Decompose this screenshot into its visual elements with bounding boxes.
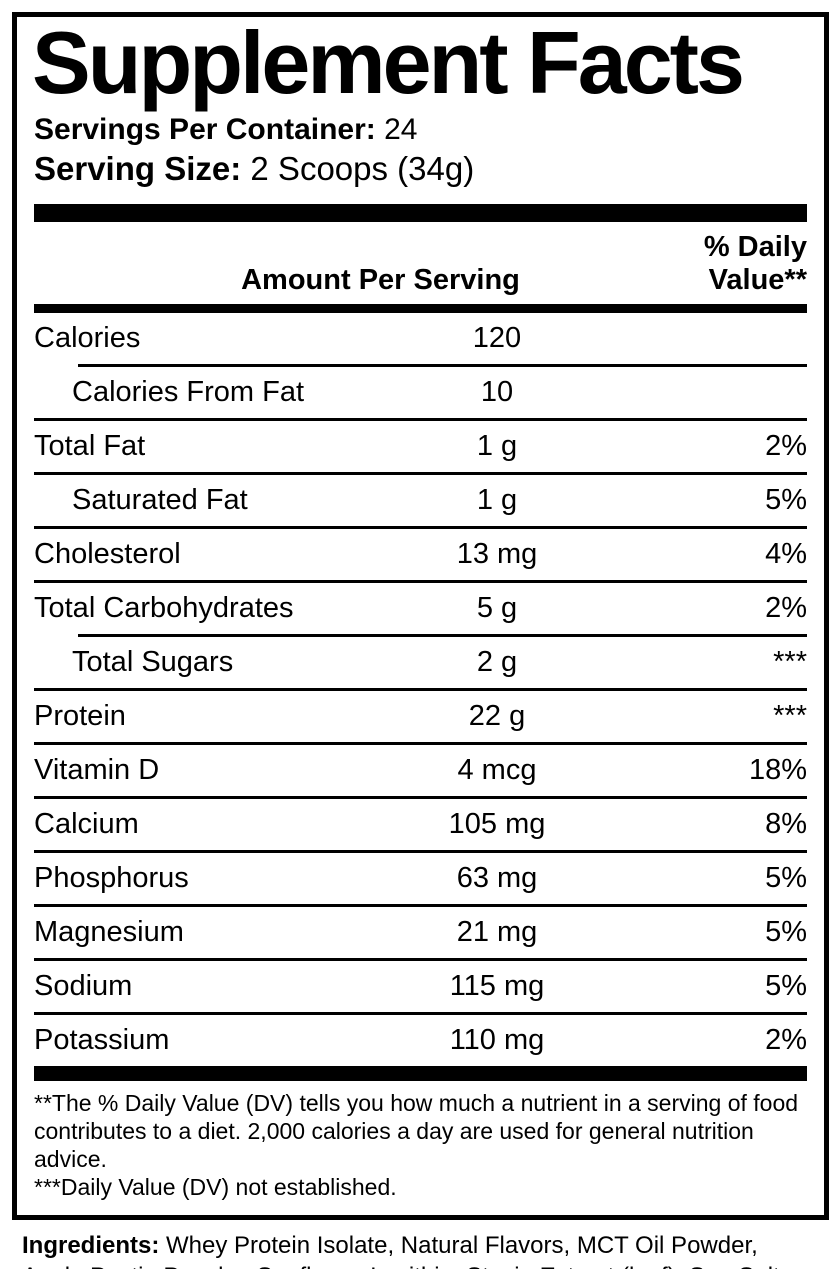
- row-divider: [34, 525, 807, 529]
- nutrient-dv: ***: [773, 699, 807, 732]
- nutrient-amount: 13 mg: [456, 537, 538, 570]
- amount-per-serving-header: Amount Per Serving: [241, 263, 520, 296]
- nutrient-dv: 8%: [765, 807, 807, 840]
- serving-size-value: 2 Scoops (34g): [250, 150, 475, 188]
- nutrient-amount: 63 mg: [456, 861, 538, 894]
- row-divider: [34, 849, 807, 853]
- nutrient-row-calories-from-fat: Calories From Fat 10: [34, 367, 807, 418]
- nutrient-amount: 110 mg: [449, 1023, 545, 1056]
- nutrient-dv: 2%: [765, 591, 807, 624]
- row-divider: [34, 1011, 807, 1015]
- nutrient-row-calories: Calories 120: [34, 313, 807, 364]
- row-divider: [34, 903, 807, 907]
- nutrient-row-vitamin-d: Vitamin D 4 mcg 18%: [34, 745, 807, 796]
- nutrient-dv: 5%: [765, 483, 807, 516]
- row-divider: [78, 633, 807, 637]
- header-divider: [34, 303, 807, 313]
- nutrient-name: Calories From Fat: [72, 375, 305, 408]
- nutrient-amount: 115 mg: [449, 969, 545, 1002]
- row-divider: [34, 417, 807, 421]
- nutrient-name: Calories: [34, 321, 141, 354]
- nutrient-dv: 5%: [765, 915, 807, 948]
- nutrient-name: Total Sugars: [72, 645, 234, 678]
- nutrient-name: Phosphorus: [34, 861, 189, 894]
- nutrient-amount: 120: [472, 321, 522, 354]
- row-divider: [34, 795, 807, 799]
- nutrient-row-calcium: Calcium 105 mg 8%: [34, 799, 807, 850]
- ingredients-label: Ingredients:: [22, 1231, 160, 1259]
- table-header: Amount Per Serving % Daily Value**: [34, 222, 807, 304]
- nutrient-row-total-sugars: Total Sugars 2 g ***: [34, 637, 807, 688]
- serving-size: Serving Size: 2 Scoops (34g): [34, 149, 807, 189]
- row-divider: [34, 471, 807, 475]
- nutrient-row-saturated-fat: Saturated Fat 1 g 5%: [34, 475, 807, 526]
- footnotes: **The % Daily Value (DV) tells you how m…: [34, 1081, 807, 1207]
- nutrient-amount: 4 mcg: [457, 753, 537, 786]
- panel-title: Supplement Facts: [32, 13, 745, 112]
- nutrient-dv: 4%: [765, 537, 807, 570]
- thick-divider-top: [34, 203, 807, 222]
- facts-table: Calories 120 Calories From Fat 10 Total …: [34, 313, 807, 1066]
- ingredients-section: Ingredients: Whey Protein Isolate, Natur…: [22, 1230, 822, 1269]
- row-divider: [78, 363, 807, 367]
- nutrient-amount: 10: [480, 375, 514, 408]
- nutrient-amount: 1 g: [476, 429, 518, 462]
- nutrient-amount: 2 g: [476, 645, 518, 678]
- nutrient-name: Sodium: [34, 969, 133, 1002]
- nutrient-row-total-fat: Total Fat 1 g 2%: [34, 421, 807, 472]
- thick-divider-bottom: [34, 1065, 807, 1081]
- nutrient-amount: 105 mg: [448, 807, 546, 840]
- daily-value-header: % Daily Value**: [703, 230, 807, 296]
- nutrient-row-cholesterol: Cholesterol 13 mg 4%: [34, 529, 807, 580]
- daily-value-footnote: **The % Daily Value (DV) tells you how m…: [34, 1089, 799, 1172]
- supplement-facts-panel: Supplement Facts Servings Per Container:…: [12, 12, 829, 1220]
- nutrient-dv: ***: [773, 645, 807, 678]
- nutrient-name: Protein: [34, 699, 126, 732]
- nutrient-row-potassium: Potassium 110 mg 2%: [34, 1015, 807, 1066]
- nutrient-name: Saturated Fat: [72, 483, 248, 516]
- nutrient-row-phosphorus: Phosphorus 63 mg 5%: [34, 853, 807, 904]
- nutrient-name: Calcium: [34, 807, 139, 840]
- nutrient-name: Potassium: [34, 1023, 170, 1056]
- nutrient-row-total-carbohydrates: Total Carbohydrates 5 g 2%: [34, 583, 807, 634]
- not-established-footnote: ***Daily Value (DV) not established.: [34, 1173, 397, 1200]
- nutrient-name: Total Carbohydrates: [34, 591, 294, 624]
- nutrient-amount: 5 g: [476, 591, 518, 624]
- servings-per-container-label: Servings Per Container:: [34, 113, 376, 147]
- nutrient-row-sodium: Sodium 115 mg 5%: [34, 961, 807, 1012]
- row-divider: [34, 687, 807, 691]
- row-divider: [34, 579, 807, 583]
- nutrient-row-magnesium: Magnesium 21 mg 5%: [34, 907, 807, 958]
- row-divider: [34, 741, 807, 745]
- nutrient-dv: 2%: [765, 429, 807, 462]
- nutrient-dv: 5%: [765, 969, 807, 1002]
- serving-size-label: Serving Size:: [34, 150, 242, 188]
- nutrient-dv: 2%: [765, 1023, 807, 1056]
- nutrient-name: Magnesium: [34, 915, 184, 948]
- nutrient-name: Vitamin D: [34, 753, 160, 786]
- row-divider: [34, 957, 807, 961]
- nutrient-dv: 5%: [765, 861, 807, 894]
- servings-per-container: Servings Per Container: 24: [34, 111, 807, 149]
- nutrient-dv: 18%: [748, 753, 807, 786]
- ingredients-text: Whey Protein Isolate, Natural Flavors, M…: [22, 1231, 786, 1269]
- nutrient-amount: 1 g: [476, 483, 518, 516]
- nutrient-name: Cholesterol: [34, 537, 181, 570]
- servings-per-container-value: 24: [384, 113, 418, 147]
- nutrient-name: Total Fat: [34, 429, 146, 462]
- ingredients-line: Ingredients: Whey Protein Isolate, Natur…: [22, 1230, 822, 1269]
- nutrient-amount: 21 mg: [456, 915, 538, 948]
- nutrient-row-protein: Protein 22 g ***: [34, 691, 807, 742]
- nutrient-amount: 22 g: [468, 699, 526, 732]
